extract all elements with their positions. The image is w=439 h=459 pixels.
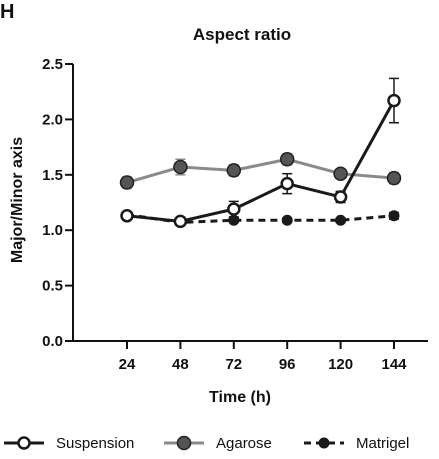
series-line xyxy=(126,99,396,223)
legend-marker xyxy=(176,435,192,451)
plot-area xyxy=(119,77,402,229)
x-tick-label: 96 xyxy=(279,356,296,373)
y-tick-label: 1.0 xyxy=(42,222,63,239)
legend: Suspension Agarose Matrigel xyxy=(4,435,409,452)
data-point xyxy=(387,93,401,108)
data-point xyxy=(120,209,134,223)
legend-label: Agarose xyxy=(216,435,272,452)
y-tick-label: 0.0 xyxy=(42,333,63,350)
data-point xyxy=(280,176,294,191)
y-tick-label: 0.5 xyxy=(42,278,63,295)
y-tick-label: 2.5 xyxy=(42,56,63,73)
series-line xyxy=(126,157,395,184)
legend-item-agarose: Agarose xyxy=(164,435,272,452)
series-line xyxy=(126,213,395,224)
x-tick-label: 144 xyxy=(381,356,407,373)
x-tick-label: 24 xyxy=(119,356,136,373)
legend-marker xyxy=(17,436,31,450)
series-suspension xyxy=(120,77,401,229)
data-point xyxy=(386,170,402,186)
data-point xyxy=(173,159,188,175)
y-axis-label: Major/Minor axis xyxy=(9,137,26,263)
data-point xyxy=(333,190,348,204)
data-point xyxy=(119,175,135,190)
panel-letter: H xyxy=(0,1,14,23)
data-point xyxy=(335,214,347,226)
data-point xyxy=(173,214,188,229)
x-tick-label: 72 xyxy=(225,356,242,373)
y-tick-label: 2.0 xyxy=(42,111,63,128)
x-axis-label: Time (h) xyxy=(209,389,271,406)
chart-title: Aspect ratio xyxy=(193,25,291,44)
legend-label: Matrigel xyxy=(356,435,409,452)
series-agarose xyxy=(119,152,402,190)
x-tick-label: 48 xyxy=(172,356,189,373)
data-point xyxy=(333,166,348,181)
x-tick-label: 120 xyxy=(328,356,353,373)
data-point xyxy=(226,163,242,178)
data-point xyxy=(227,202,241,216)
legend-marker xyxy=(318,437,330,449)
legend-item-matrigel: Matrigel xyxy=(304,435,409,452)
data-point xyxy=(279,152,295,167)
data-point xyxy=(281,214,293,226)
y-tick-label: 1.5 xyxy=(42,167,63,184)
axes xyxy=(65,63,428,349)
data-point xyxy=(388,210,400,222)
tick-labels: 0.0 0.5 1.0 1.5 2.0 2.5 24 48 72 96 120 144 xyxy=(42,56,407,373)
legend-item-suspension: Suspension xyxy=(4,435,134,452)
legend-label: Suspension xyxy=(56,435,134,452)
